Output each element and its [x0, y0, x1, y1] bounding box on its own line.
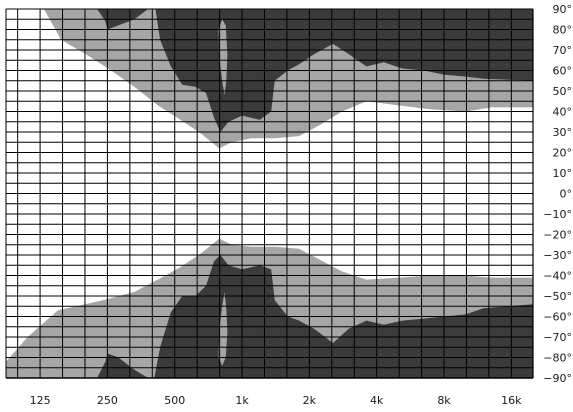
y-tick-label: −50°: [543, 290, 572, 303]
y-tick-label: −60°: [543, 311, 572, 324]
y-tick-label: 70°: [553, 44, 573, 57]
region-dark-4: [97, 353, 149, 378]
y-tick-label: 40°: [553, 106, 573, 119]
x-tick-label: 500: [164, 394, 185, 407]
x-tick-label: 16k: [501, 394, 522, 407]
y-tick-label: 60°: [553, 65, 573, 78]
x-tick-label: 4k: [370, 394, 384, 407]
x-tick-label: 125: [30, 394, 51, 407]
y-tick-label: 0°: [560, 188, 573, 201]
y-tick-label: 20°: [553, 147, 573, 160]
y-tick-label: −40°: [543, 270, 572, 283]
y-tick-label: −90°: [543, 372, 572, 385]
y-tick-label: −30°: [543, 249, 572, 262]
y-tick-label: 30°: [553, 126, 573, 139]
y-tick-label: 90°: [553, 3, 573, 16]
x-tick-label: 2k: [303, 394, 317, 407]
x-tick-label: 1k: [235, 394, 249, 407]
y-tick-label: −20°: [543, 229, 572, 242]
y-tick-label: −10°: [543, 208, 572, 221]
y-tick-label: −70°: [543, 331, 572, 344]
y-tick-label: 50°: [553, 85, 573, 98]
y-tick-label: −80°: [543, 352, 572, 365]
x-tick-label: 8k: [437, 394, 451, 407]
y-tick-label: 10°: [553, 167, 573, 180]
region-light-6: [218, 19, 228, 96]
grid-layer: [5, 8, 534, 379]
y-tick-label: 80°: [553, 24, 573, 37]
y-axis: 90° 80° 70° 60° 50° 40° 30° 20° 10° 0° −10° −20° −30…: [543, 3, 572, 385]
x-axis: 125 250 500 1k 2k 4k 8k 16k: [30, 394, 523, 407]
x-tick-label: 250: [97, 394, 118, 407]
